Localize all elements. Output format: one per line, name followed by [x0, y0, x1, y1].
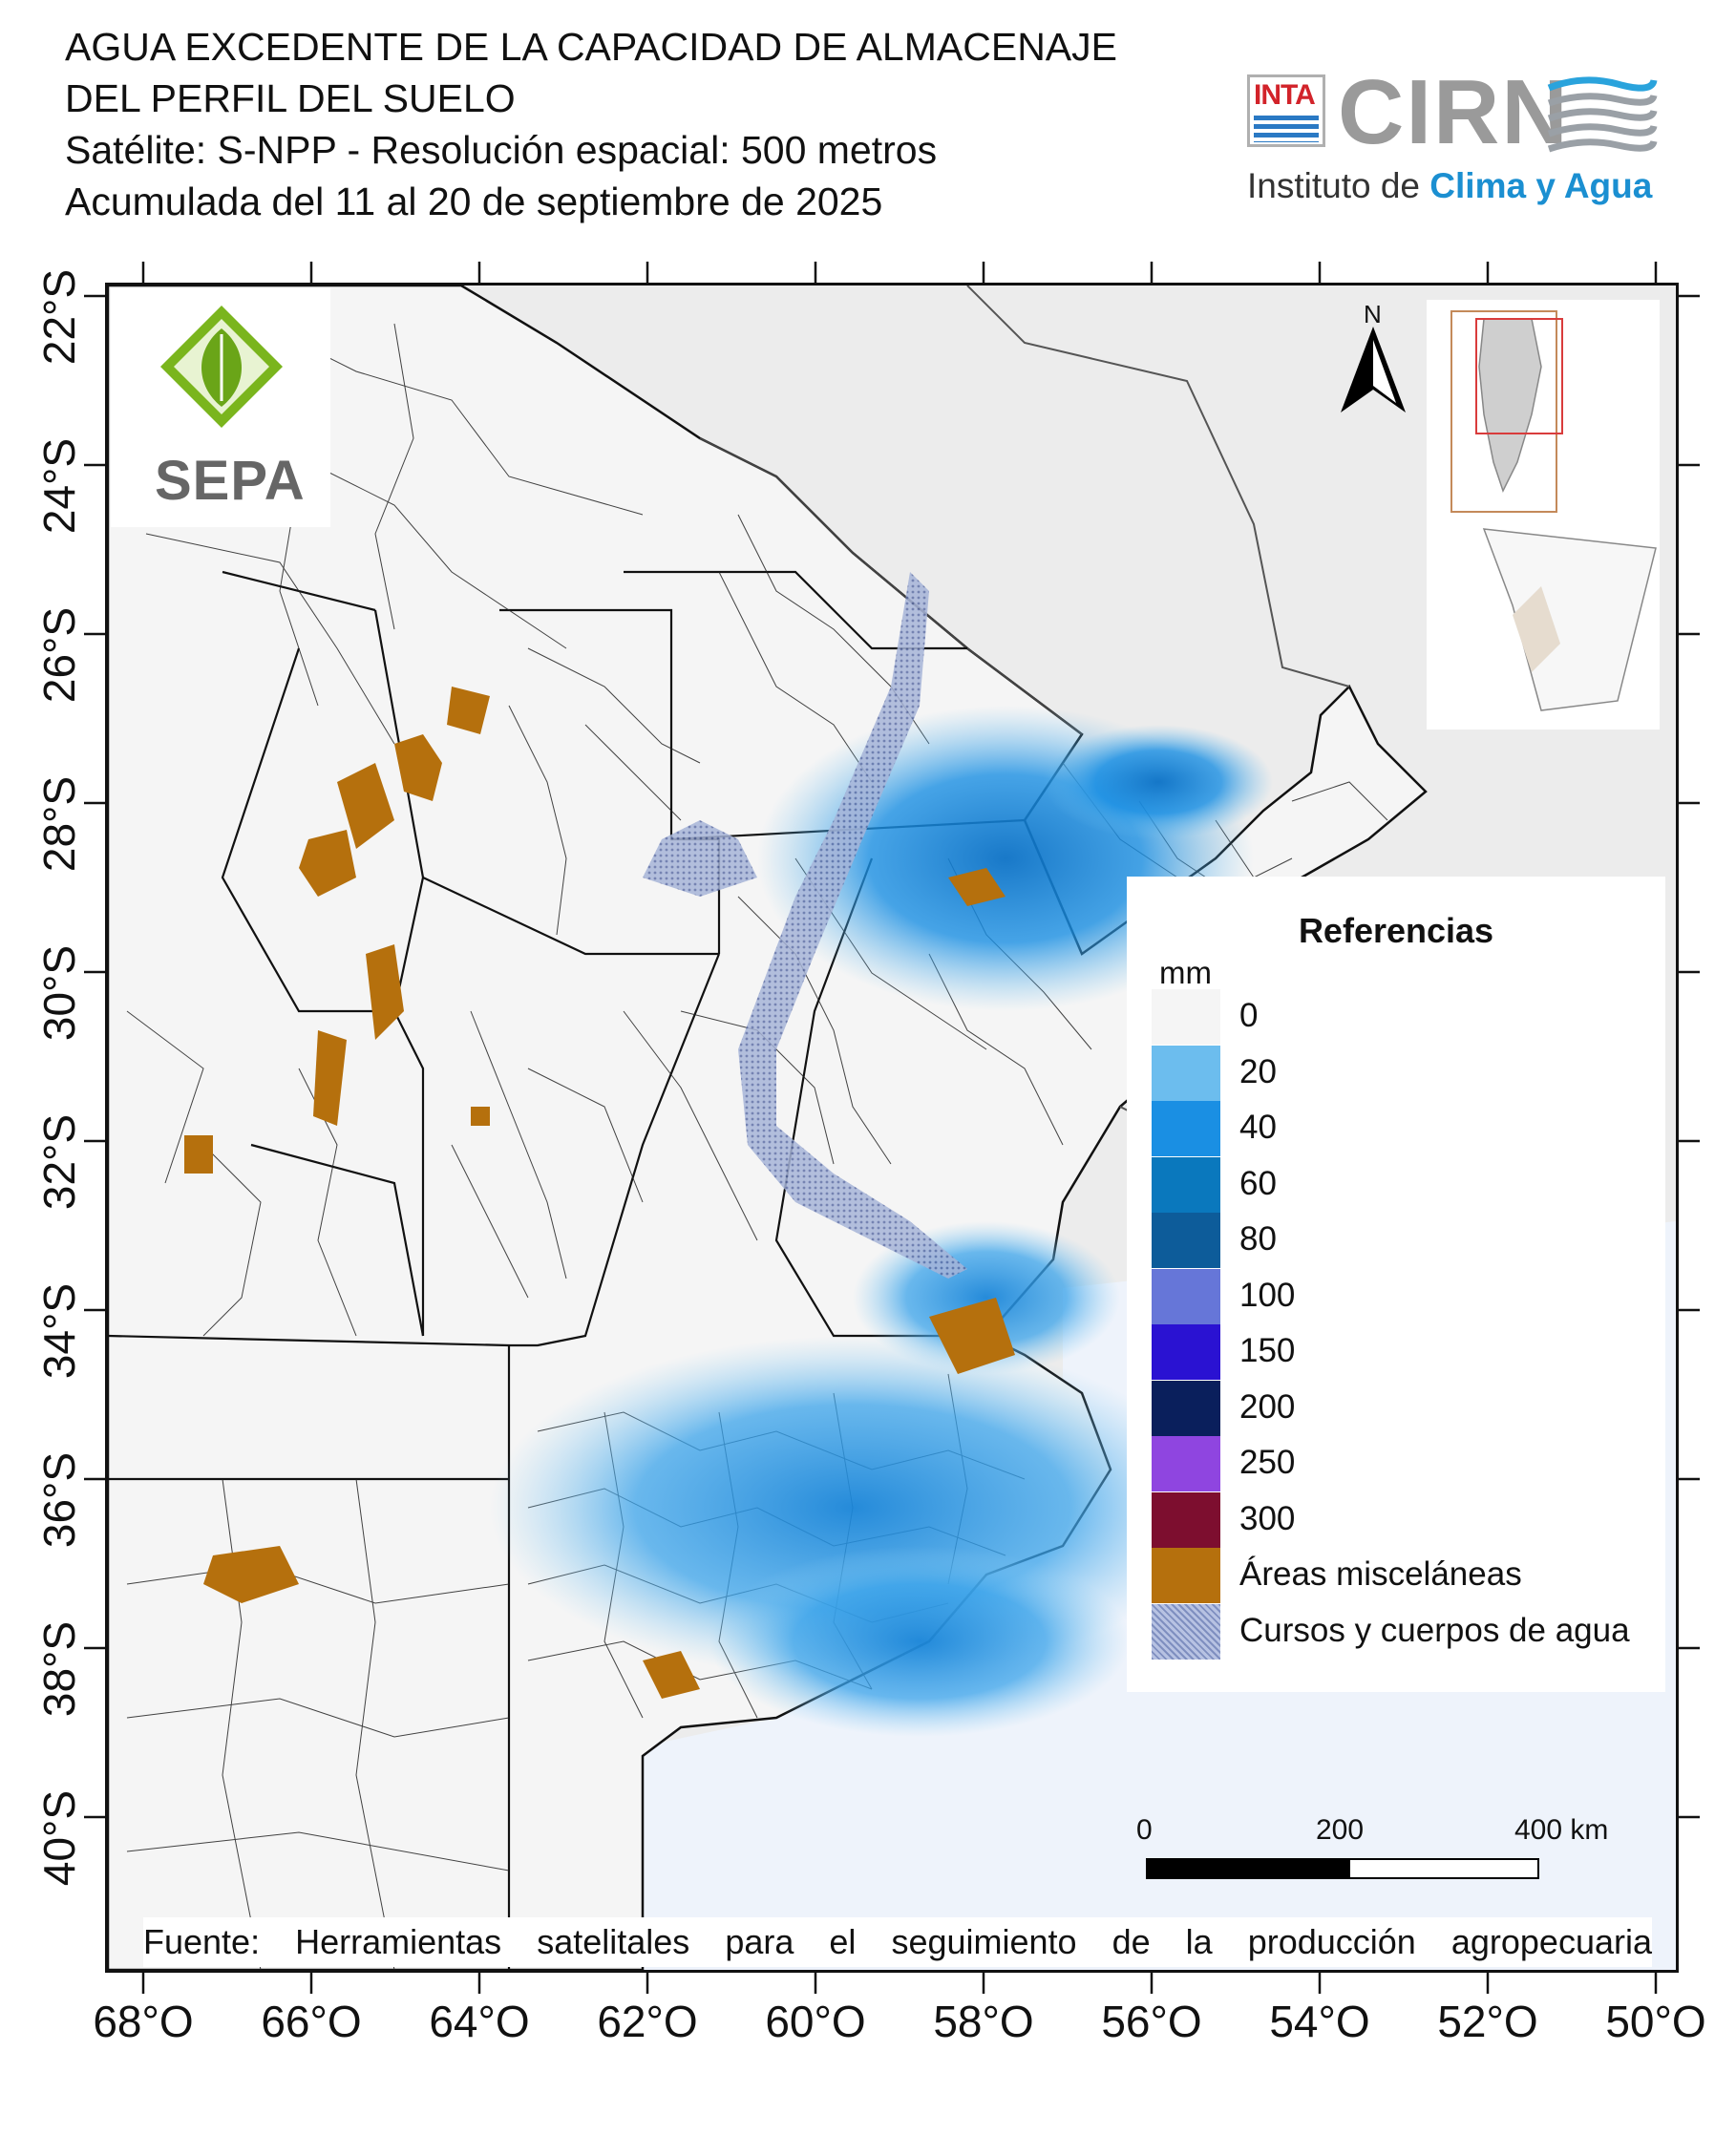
- lon-label: 60°O: [765, 1997, 866, 2046]
- legend-swatch: [1152, 1324, 1220, 1380]
- source-note: Fuente: Herramientas satelitales para el…: [143, 1917, 1652, 1967]
- legend-title: Referencias: [1298, 911, 1494, 950]
- sepa-logo-text: SEPA: [155, 450, 306, 512]
- legend-label: 20: [1239, 1052, 1277, 1090]
- legend-label: 150: [1239, 1332, 1296, 1369]
- north-arrow: N: [1335, 300, 1411, 414]
- legend-swatch: [1152, 1436, 1220, 1491]
- legend-label: 100: [1239, 1276, 1296, 1314]
- scale-segment-white: [1348, 1858, 1539, 1879]
- legend-label: Cursos y cuerpos de agua: [1239, 1611, 1630, 1649]
- legend-label: 250: [1239, 1444, 1296, 1481]
- lon-label: 58°O: [933, 1997, 1034, 2046]
- lat-label: 22°S: [34, 268, 84, 366]
- inta-stripes: [1254, 116, 1319, 142]
- legend-swatch: [1152, 1268, 1220, 1324]
- lon-label: 50°O: [1605, 1997, 1706, 2046]
- lat-label: 30°S: [34, 944, 84, 1042]
- lat-label: 26°S: [34, 606, 84, 704]
- lat-label: 40°S: [34, 1789, 84, 1887]
- lat-label: 34°S: [34, 1282, 84, 1380]
- institute-highlight: Clima y Agua: [1429, 166, 1653, 205]
- legend-swatch: [1152, 1101, 1220, 1156]
- lon-label: 64°O: [429, 1997, 530, 2046]
- legend-swatch: [1152, 1213, 1220, 1268]
- map-canvas: [108, 286, 1676, 1970]
- title-line-1: AGUA EXCEDENTE DE LA CAPACIDAD DE ALMACE…: [65, 25, 1117, 69]
- map-title: AGUA EXCEDENTE DE LA CAPACIDAD DE ALMACE…: [65, 21, 1117, 227]
- legend-unit: mm: [1159, 955, 1212, 990]
- title-line-4: Acumulada del 11 al 20 de septiembre de …: [65, 180, 883, 223]
- inset-locator-map: [1427, 300, 1660, 730]
- legend-item: 200: [1152, 1380, 1648, 1436]
- legend-item: Cursos y cuerpos de agua: [1152, 1603, 1648, 1660]
- scale-segment-black: [1146, 1858, 1350, 1879]
- border-brazil: [966, 286, 1350, 687]
- legend-swatch: [1152, 1603, 1220, 1660]
- legend-item: 150: [1152, 1324, 1648, 1380]
- legend-item: 60: [1152, 1156, 1648, 1213]
- sepa-leaf-icon: [160, 306, 283, 428]
- lat-label: 32°S: [34, 1113, 84, 1211]
- inta-logo: INTA: [1247, 74, 1325, 147]
- lat-label: 28°S: [34, 775, 84, 873]
- legend-item: 100: [1152, 1268, 1648, 1324]
- legend-label: 300: [1239, 1499, 1296, 1537]
- excess-zone-misiones: [1044, 725, 1273, 839]
- inta-logo-text: INTA: [1254, 79, 1316, 111]
- lon-label: 54°O: [1269, 1997, 1370, 2046]
- legend: Referencias mm 0 20 40 60 80 100 150 200 250 300 Á…: [1127, 877, 1665, 1692]
- title-line-3: Satélite: S-NPP - Resolución espacial: 5…: [65, 128, 938, 172]
- mar-chiquita-lagoon: [643, 820, 757, 897]
- lon-label: 62°O: [597, 1997, 698, 2046]
- legend-swatch: [1152, 1045, 1220, 1101]
- legend-swatch: [1152, 1491, 1220, 1548]
- lon-label: 68°O: [93, 1997, 194, 2046]
- legend-label: 200: [1239, 1387, 1296, 1426]
- legend-item: 300: [1152, 1491, 1648, 1548]
- scale-label-400: 400 km: [1514, 1814, 1609, 1846]
- title-line-2: DEL PERFIL DEL SUELO: [65, 76, 516, 120]
- miscellaneous-areas: [184, 687, 1015, 1699]
- sepa-logo: SEPA: [111, 288, 330, 527]
- institute-prefix: Instituto de: [1247, 166, 1421, 205]
- legend-item: 250: [1152, 1436, 1648, 1491]
- institute-name: Instituto de Clima y Agua: [1247, 166, 1652, 206]
- legend-item: 40: [1152, 1101, 1648, 1156]
- cirn-logo-text: CIRN: [1338, 61, 1570, 163]
- legend-label: Áreas misceláneas: [1239, 1555, 1522, 1593]
- lat-label: 38°S: [34, 1620, 84, 1718]
- scale-label-0: 0: [1136, 1814, 1153, 1846]
- legend-swatch: [1152, 1380, 1220, 1436]
- north-arrow-icon: [1341, 327, 1406, 412]
- lat-label: 24°S: [34, 437, 84, 535]
- excess-zone-buenos-aires-south: [709, 1546, 1130, 1737]
- scale-bar: 0 200 400 km: [1133, 1814, 1608, 1891]
- legend-item: 0: [1152, 989, 1648, 1045]
- legend-swatch: [1152, 1548, 1220, 1603]
- legend-swatch: [1152, 989, 1220, 1045]
- border-paraguay: [699, 437, 1083, 735]
- legend-item: 20: [1152, 1045, 1648, 1101]
- scale-label-200: 200: [1316, 1814, 1365, 1846]
- lon-label: 56°O: [1101, 1997, 1202, 2046]
- legend-label: 80: [1239, 1220, 1277, 1258]
- inset-map-graphic: [1450, 310, 1657, 711]
- legend-item: Áreas misceláneas: [1152, 1548, 1648, 1603]
- legend-label: 0: [1239, 997, 1259, 1034]
- wave-icon: [1547, 76, 1658, 153]
- legend-swatch: [1152, 1156, 1220, 1213]
- north-label: N: [1364, 300, 1382, 328]
- lon-label: 66°O: [261, 1997, 362, 2046]
- legend-label: 40: [1239, 1109, 1277, 1146]
- lat-label: 36°S: [34, 1451, 84, 1549]
- legend-item: 80: [1152, 1213, 1648, 1268]
- legend-label: 60: [1239, 1164, 1277, 1202]
- lon-label: 52°O: [1437, 1997, 1538, 2046]
- inta-cirn-logo: INTA CIRN Instituto de Clima y Agua: [1247, 67, 1658, 220]
